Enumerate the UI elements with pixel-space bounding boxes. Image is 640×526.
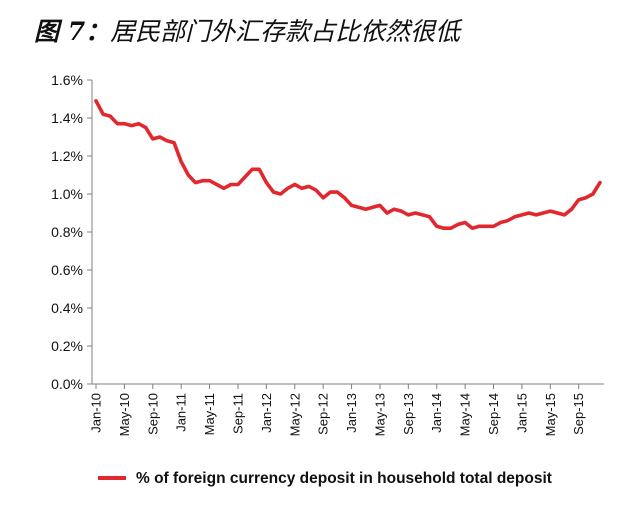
x-tick-label: May-12 xyxy=(287,393,302,436)
x-tick-label: Jan-10 xyxy=(89,393,104,433)
x-tick-label: Jan-13 xyxy=(344,393,359,433)
chart-legend: % of foreign currency deposit in househo… xyxy=(98,470,552,487)
x-tick-label: May-11 xyxy=(202,393,217,435)
x-tick-label: Sep-14 xyxy=(486,393,501,435)
x-tick-label: Sep-15 xyxy=(571,393,586,435)
x-tick-label: Jan-11 xyxy=(174,393,189,432)
x-tick-label: Jan-12 xyxy=(259,393,274,433)
y-tick-label: 0.2% xyxy=(51,338,83,354)
chart-series xyxy=(94,99,602,230)
y-axis-ticks: 0.0% 0.2% 0.4% 0.6% 0.8% 1.0% 1.2% 1.4% 1.6% xyxy=(51,72,92,392)
x-tick-label: Jan-14 xyxy=(429,393,444,433)
x-tick-label: Jan-15 xyxy=(514,393,529,433)
x-tick-label: May-15 xyxy=(543,393,558,436)
x-tick-label: May-14 xyxy=(458,393,473,436)
x-tick-label: Sep-13 xyxy=(401,393,416,435)
x-tick-label: Sep-11 xyxy=(230,393,245,434)
x-axis-ticks: Jan-10 May-10 Sep-10 Jan-11 May-11 Sep-11 Jan-… xyxy=(89,384,586,436)
chart-title: 图 7：居民部门外汇存款占比依然很低 xyxy=(34,12,460,48)
y-tick-label: 0.0% xyxy=(51,376,83,392)
y-tick-label: 1.0% xyxy=(51,186,83,202)
x-tick-label: May-13 xyxy=(372,393,387,436)
y-tick-label: 1.2% xyxy=(51,148,83,164)
y-tick-label: 1.6% xyxy=(51,72,83,88)
x-tick-label: Sep-10 xyxy=(145,393,160,435)
chart-title-prefix: 图 7： xyxy=(34,17,111,46)
y-tick-label: 1.4% xyxy=(51,110,83,126)
x-tick-label: May-10 xyxy=(117,393,132,436)
y-tick-label: 0.6% xyxy=(51,262,83,278)
series-line xyxy=(94,99,602,230)
chart-title-text: 居民部门外汇存款占比依然很低 xyxy=(110,17,461,46)
legend-label: % of foreign currency deposit in househo… xyxy=(136,470,552,487)
chart-axes xyxy=(91,80,604,385)
y-tick-label: 0.8% xyxy=(51,224,83,240)
x-tick-label: Sep-12 xyxy=(316,393,331,435)
y-tick-label: 0.4% xyxy=(51,300,83,316)
